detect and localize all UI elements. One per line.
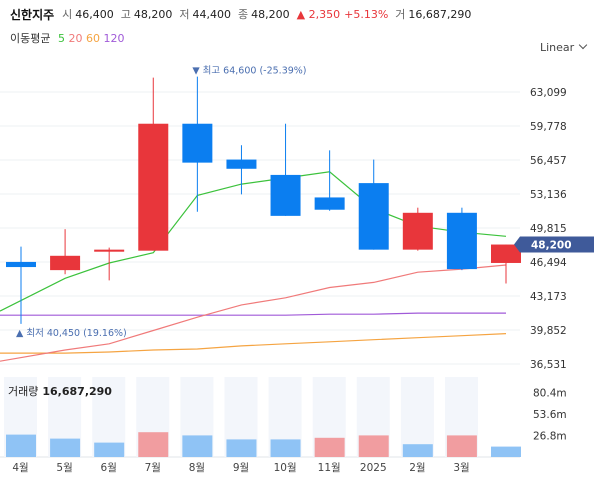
high-label: 고 <box>120 8 131 21</box>
x-tick-label: 9월 <box>233 462 249 474</box>
candle-body <box>182 123 213 163</box>
x-tick-label: 6월 <box>101 462 117 474</box>
volume-bar <box>491 446 521 457</box>
change-pct: +5.13% <box>344 7 389 21</box>
ma20-line <box>0 264 507 362</box>
candle-body <box>226 159 257 169</box>
candle-body <box>50 255 81 271</box>
ma60-line <box>0 333 507 354</box>
candle-body <box>94 249 125 252</box>
low-annotation: ▲ 최저 40,450 (19.16%) <box>16 328 127 339</box>
x-tick-label: 8월 <box>189 462 205 474</box>
volume-tick-label: 80.4m <box>533 388 567 400</box>
current-price-badge <box>514 236 594 253</box>
x-tick-label: 4월 <box>12 462 28 474</box>
candle-body <box>358 183 389 250</box>
volume-panel-label: 거래량 16,687,290 <box>8 383 112 399</box>
scale-select[interactable]: Linear <box>540 40 588 54</box>
ma120-line <box>0 312 506 316</box>
volume-tick-label: 53.6m <box>533 409 567 421</box>
volume-bar <box>270 439 301 457</box>
high-value: 48,200 <box>133 7 173 21</box>
low-value: 44,400 <box>192 7 232 21</box>
ma-20-label: 20 <box>68 32 83 45</box>
x-tick-label: 2월 <box>409 462 425 474</box>
volume-bar <box>6 434 36 457</box>
price-tick-label: 56,457 <box>530 155 567 167</box>
volume-bar <box>314 437 345 457</box>
x-tick-label: 10월 <box>274 462 297 474</box>
volume-tick-label: 26.8m <box>533 431 567 443</box>
volume-label: 거 <box>395 8 406 21</box>
candle-body <box>491 244 521 263</box>
x-tick-label: 11월 <box>318 462 341 474</box>
high-annotation: ▼ 최고 64,600 (-25.39%) <box>192 66 306 77</box>
x-tick-label: 2025 <box>360 462 387 474</box>
ma-120-label: 120 <box>103 32 125 45</box>
volume-bar <box>182 435 213 457</box>
price-tick-label: 49,815 <box>530 223 567 235</box>
price-tick-label: 63,099 <box>530 87 567 99</box>
stock-name: 신한지주 <box>10 7 55 22</box>
volume-panel-title: 거래량 <box>8 385 39 398</box>
price-tick-label: 53,136 <box>530 189 567 201</box>
volume-bar <box>94 442 125 457</box>
volume-bar <box>402 444 433 457</box>
ma-legend[interactable]: 이동평균 5 20 60 120 <box>10 30 124 46</box>
price-tick-label: 46,494 <box>530 257 567 269</box>
candle-body <box>314 197 345 210</box>
ma-legend-title: 이동평균 <box>10 32 51 45</box>
x-tick-label: 5월 <box>56 462 72 474</box>
current-price-label: 48,200 <box>531 240 572 252</box>
close-value: 48,200 <box>251 7 290 21</box>
candle-body <box>402 212 433 250</box>
change-value: ▲ 2,350 <box>296 7 341 21</box>
candle-body <box>446 212 477 270</box>
volume-panel-value: 16,687,290 <box>42 385 112 398</box>
open-label: 시 <box>62 8 73 21</box>
open-value: 46,400 <box>75 7 114 21</box>
price-tick-label: 43,173 <box>530 291 567 303</box>
candle-body <box>138 123 169 251</box>
ma-5-label: 5 <box>57 32 65 45</box>
x-tick-label: 7월 <box>145 462 161 474</box>
low-label: 저 <box>179 8 190 21</box>
price-tick-label: 39,852 <box>530 325 567 337</box>
volume-bar <box>358 435 389 457</box>
ma-60-label: 60 <box>85 32 100 45</box>
volume-slot-bg <box>400 377 434 457</box>
price-tick-label: 59,778 <box>530 121 567 133</box>
volume-bar <box>446 435 477 457</box>
candle-body <box>270 174 301 216</box>
price-header: 신한지주 시 46,400 고 48,200 저 44,400 종 48,200… <box>10 6 478 22</box>
volume-bar <box>50 438 81 457</box>
volume-bar <box>226 439 257 457</box>
close-label: 종 <box>238 8 249 21</box>
scale-select-label: Linear <box>540 41 575 54</box>
price-tick-label: 36,531 <box>530 359 567 371</box>
volume-bar <box>138 432 169 457</box>
candle-body <box>6 261 36 268</box>
volume-value: 16,687,290 <box>408 7 472 21</box>
x-tick-label: 3월 <box>453 462 469 474</box>
